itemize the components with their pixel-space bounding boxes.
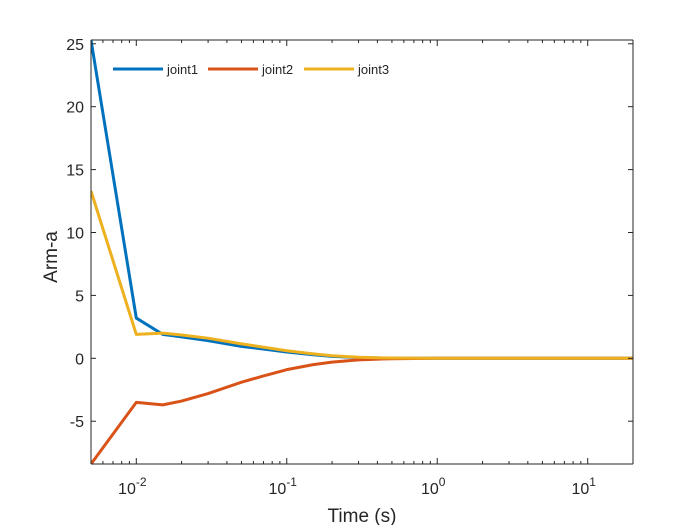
y-tick-label: 20 [66,100,84,117]
legend-label-joint1: joint1 [166,62,198,77]
legend-label-joint2: joint2 [261,62,293,77]
y-axis-label: Arm-a [41,231,62,283]
y-tick-label: 10 [66,225,84,242]
y-tick-label: 0 [75,351,84,368]
x-tick-label: 100 [421,475,446,498]
y-tick-label: 15 [66,163,84,180]
x-axis-label: Time (s) [328,506,397,525]
y-tick-label: 25 [66,37,84,54]
y-tick-label: 5 [75,288,84,305]
y-tick-label: -5 [70,414,84,431]
plot-area [91,40,633,464]
legend-label-joint3: joint3 [357,62,389,77]
x-tick-label: 10-1 [269,475,298,498]
x-tick-label: 101 [571,475,596,498]
series-group [91,40,633,464]
legend: joint1 joint2 joint3 [113,62,389,77]
ticks-group: 25 20 15 10 5 0 -5 10-2 10-1 100 101 [66,37,633,498]
plot-background [91,40,633,464]
x-tick-label: 10-2 [118,475,147,498]
axis-labels-group: Time (s) Arm-a [41,231,396,525]
series-line-joint3 [91,190,633,360]
